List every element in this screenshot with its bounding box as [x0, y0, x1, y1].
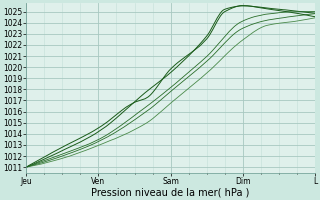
X-axis label: Pression niveau de la mer( hPa ): Pression niveau de la mer( hPa ) [92, 187, 250, 197]
